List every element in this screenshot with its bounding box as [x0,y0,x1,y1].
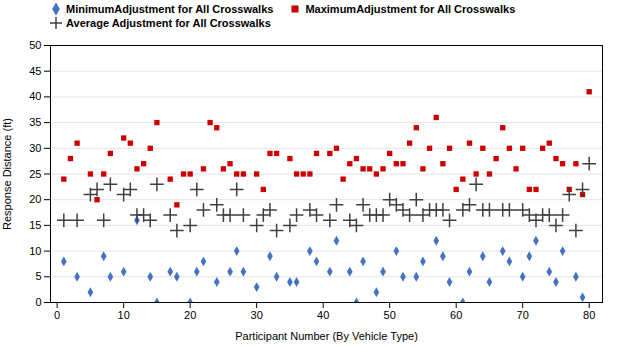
html-text:Average Adjustment for All Cro: Average Adjustment for All Crosswalks [66,17,271,29]
svg-text:Participant Number (By Vehicle: Participant Number (By Vehicle Type) [235,330,418,342]
svg-text:10: 10 [29,245,41,257]
svg-text:25: 25 [29,168,41,180]
html-text:MaximumAdjustment for All Cros: MaximumAdjustment for All Crosswalks [305,3,516,15]
svg-text:10: 10 [118,309,130,321]
svg-text:30: 30 [251,309,263,321]
svg-text:5: 5 [35,270,41,282]
svg-text:60: 60 [450,309,462,321]
svg-text:80: 80 [583,309,595,321]
html-text:MinimumAdjustment for All Cros: MinimumAdjustment for All Crosswalks [66,3,274,15]
svg-text:30: 30 [29,142,41,154]
svg-text:0: 0 [35,296,41,308]
svg-text:50: 50 [29,39,41,51]
svg-text:Response Distance (ft): Response Distance (ft) [1,118,13,230]
svg-text:15: 15 [29,219,41,231]
svg-text:40: 40 [29,90,41,102]
svg-text:35: 35 [29,116,41,128]
svg-text:70: 70 [517,309,529,321]
svg-text:50: 50 [384,309,396,321]
svg-text:20: 20 [184,309,196,321]
svg-text:45: 45 [29,65,41,77]
svg-text:0: 0 [54,309,60,321]
svg-text:40: 40 [317,309,329,321]
svg-text:20: 20 [29,193,41,205]
